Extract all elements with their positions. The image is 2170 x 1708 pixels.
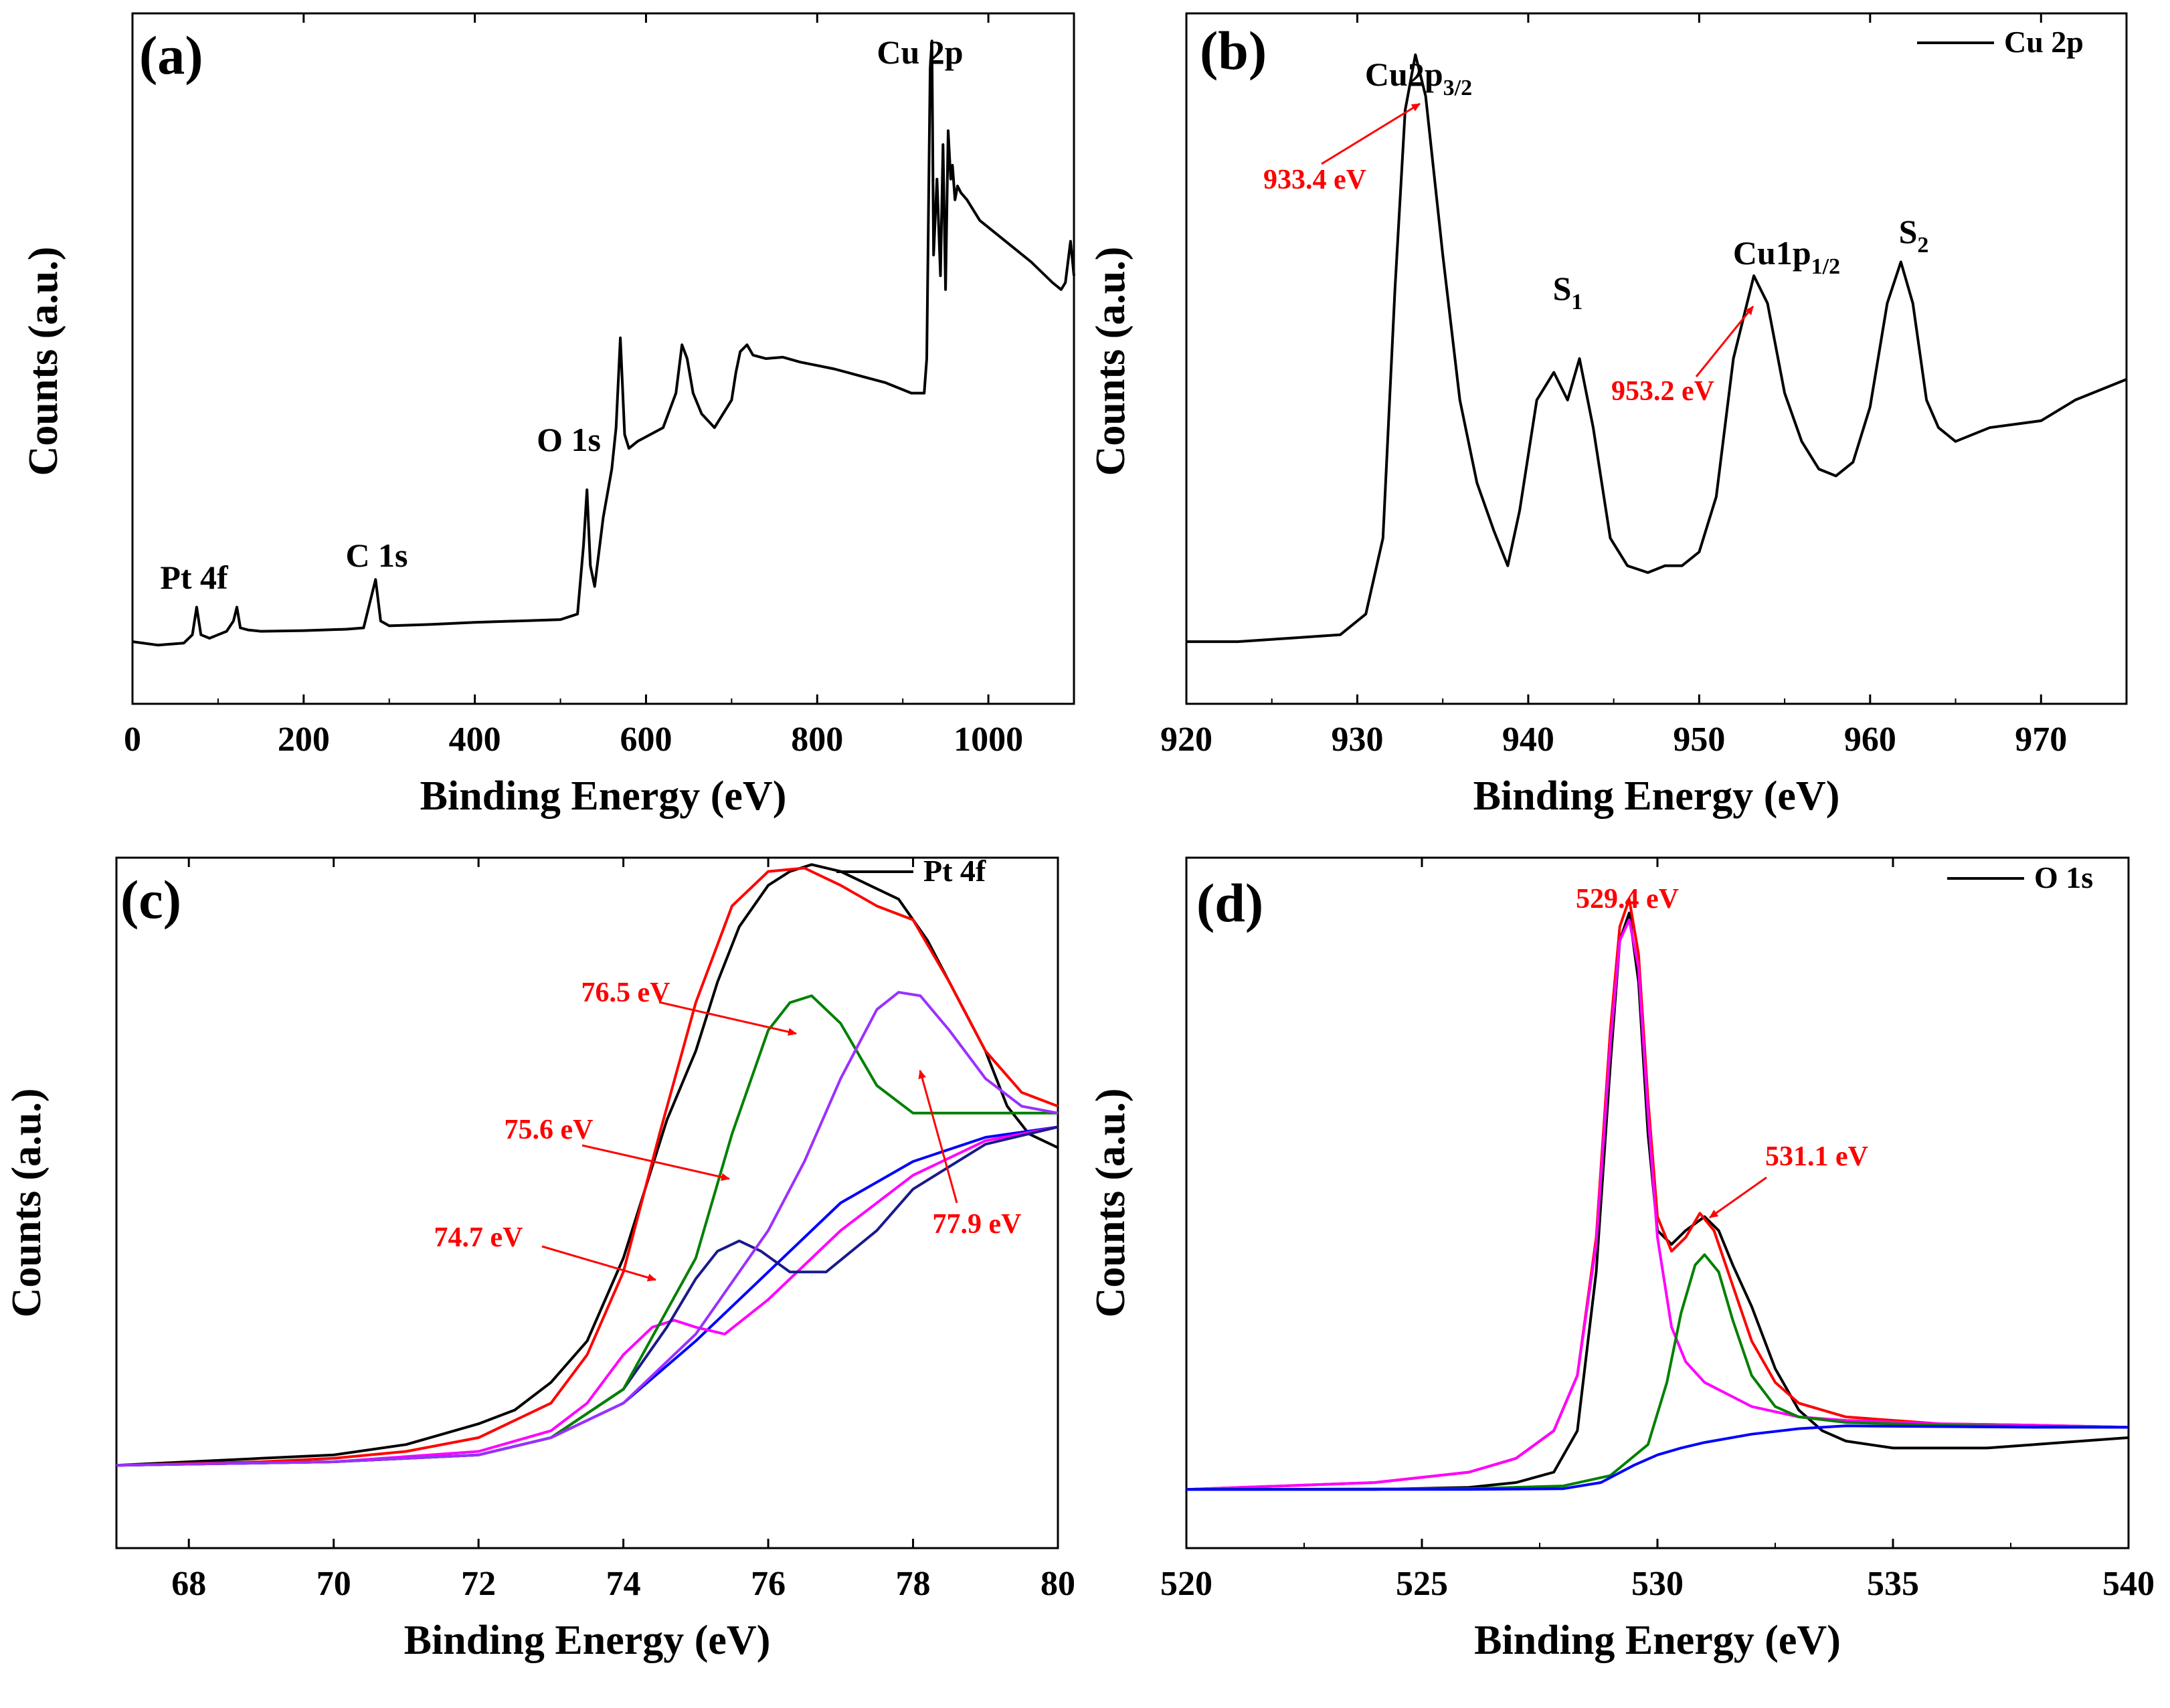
peak-label: S1 [1553, 270, 1583, 314]
peak-energy-annotation: 529.4 eV [1576, 884, 1679, 915]
annotation-arrow [918, 1070, 958, 1204]
annotation-arrow [658, 1001, 797, 1036]
series-line-0 [132, 39, 1075, 647]
peak-energy-annotation: 74.7 eV [434, 1222, 523, 1253]
annotation-arrow [1695, 306, 1754, 377]
panel-d: 520 525 530 535 540 Binding Energy (eV) Counts… [1088, 856, 2155, 1663]
y-axis-title: Counts (a.u.) [21, 247, 66, 476]
x-tick-label: 200 [278, 721, 330, 759]
plot-frame [1185, 12, 2128, 705]
x-tick-label: 525 [1396, 1565, 1448, 1603]
panel-label: (a) [139, 25, 203, 86]
x-tick-label: 1000 [954, 721, 1023, 759]
legend-label: Pt 4f [923, 854, 986, 888]
y-axis-title: Counts (a.u.) [1088, 247, 1134, 476]
peak-energy-annotation: 953.2 eV [1611, 376, 1714, 407]
x-tick-label: 74 [606, 1565, 641, 1603]
series-line-envelope [1186, 897, 2129, 1491]
annotation-arrow [541, 1245, 656, 1282]
x-tick-label: 76 [751, 1565, 786, 1603]
peak-label: C 1s [345, 537, 408, 574]
x-tick-label: 530 [1631, 1565, 1684, 1603]
series-line-531-1-ev [1186, 1253, 2129, 1491]
x-tick-label: 920 [1160, 721, 1212, 759]
series-line-pt-4f [116, 863, 1059, 1467]
x-tick-label: 535 [1867, 1565, 1919, 1603]
series-line-76-5-ev [116, 994, 1058, 1467]
x-axis-title: Binding Energy (eV) [404, 1618, 771, 1663]
x-tick-label: 950 [1673, 721, 1725, 759]
peak-energy-annotation: 77.9 eV [933, 1209, 1022, 1240]
panel-b: 920 930 940 950 960 970 Binding Energy (eV) Cou… [1088, 12, 2128, 819]
peak-label: Cu1p1/2 [1733, 234, 1840, 279]
x-axis-title: Binding Energy (eV) [1473, 773, 1840, 819]
peak-label: Pt 4f [160, 559, 229, 596]
panel-c: 68 70 72 74 76 78 80 Binding Energy (eV) Counts … [4, 854, 1075, 1663]
peak-label: S2 [1899, 213, 1929, 258]
x-tick-label: 930 [1331, 721, 1383, 759]
x-tick-label: 600 [620, 721, 672, 759]
x-tick-label: 970 [2015, 721, 2067, 759]
y-axis-title: Counts (a.u.) [1088, 1088, 1134, 1318]
x-tick-label: 540 [2102, 1565, 2155, 1603]
peak-label: Cu2p3/2 [1365, 56, 1472, 100]
series-line-background [1186, 1424, 2129, 1491]
panel-a: 0 200 400 600 800 1000 Binding Energy (eV) Coun… [21, 12, 1075, 819]
legend-label: Cu 2p [2004, 25, 2084, 59]
series-line-cu-2p [1186, 53, 2127, 644]
x-tick-label: 72 [461, 1565, 496, 1603]
peak-energy-annotation: 75.6 eV [505, 1115, 594, 1145]
peak-label: O 1s [537, 421, 601, 458]
series-line-77-9-ev [116, 991, 1059, 1467]
x-axis-title: Binding Energy (eV) [420, 773, 787, 819]
legend-label: O 1s [2034, 860, 2093, 894]
x-tick-label: 400 [449, 721, 501, 759]
plot-frame [131, 12, 1075, 705]
panel-label: (c) [120, 869, 181, 930]
x-tick-label: 70 [317, 1565, 351, 1603]
peak-energy-annotation: 76.5 eV [581, 977, 670, 1008]
annotation-arrow [1321, 102, 1421, 165]
x-tick-label: 68 [171, 1565, 206, 1603]
panel-label: (b) [1200, 20, 1267, 81]
series-line-o-1s [1186, 911, 2129, 1491]
x-tick-label: 940 [1502, 721, 1554, 759]
x-tick-label: 0 [124, 721, 141, 759]
peak-energy-annotation: 531.1 eV [1765, 1141, 1868, 1172]
series-line-74-7-ev [116, 1125, 1059, 1467]
annotation-arrow [1709, 1176, 1767, 1219]
x-tick-label: 78 [896, 1565, 931, 1603]
peak-label: Cu 2p [877, 33, 963, 71]
x-tick-label: 80 [1041, 1565, 1075, 1603]
plot-frame [115, 856, 1059, 1549]
x-tick-label: 960 [1844, 721, 1896, 759]
x-tick-label: 520 [1160, 1565, 1212, 1603]
y-axis-title: Counts (a.u.) [4, 1088, 50, 1318]
peak-energy-annotation: 933.4 eV [1263, 165, 1366, 195]
x-axis-title: Binding Energy (eV) [1474, 1618, 1841, 1663]
panel-label: (d) [1196, 872, 1263, 933]
annotation-arrow [581, 1144, 730, 1181]
series-line-envelope [116, 866, 1059, 1467]
x-tick-label: 800 [791, 721, 843, 759]
